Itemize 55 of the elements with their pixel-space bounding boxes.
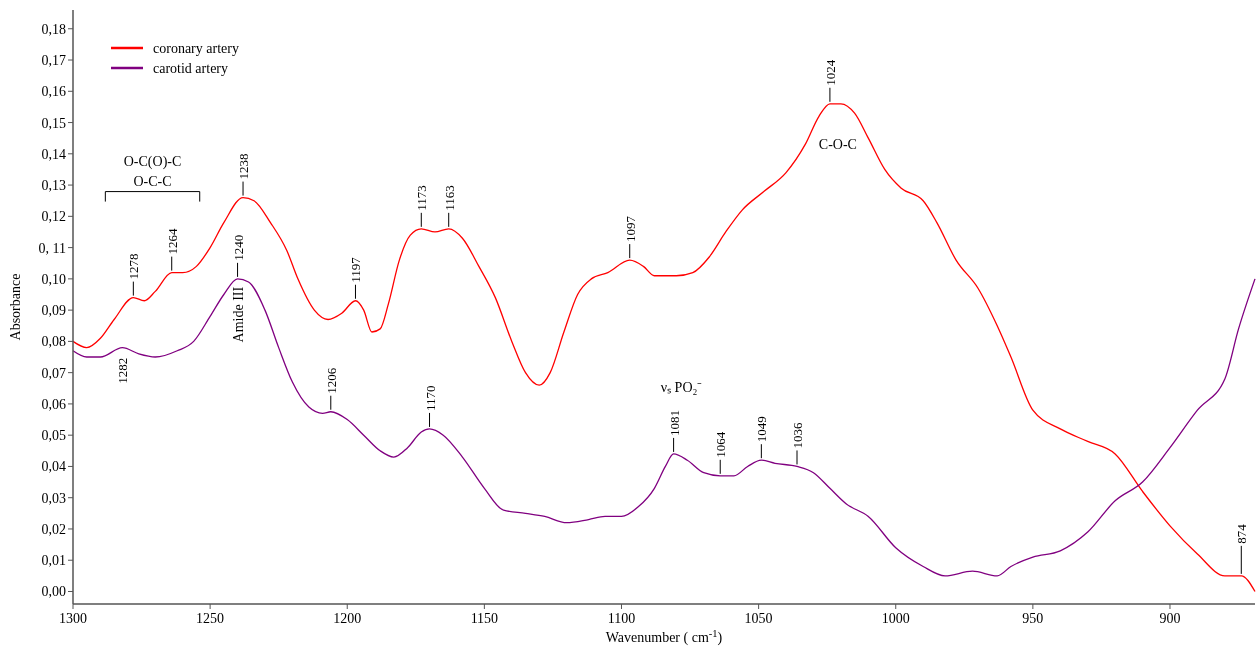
annotation: 1064 [713, 431, 729, 458]
annotation: 1282 [115, 357, 131, 384]
y-tick-label: 0,08 [41, 334, 66, 350]
y-tick-label: 0,13 [41, 178, 66, 194]
y-axis-title: Absorbance [8, 273, 23, 341]
annotation: 1206 [323, 367, 339, 394]
annotation: 1097 [622, 215, 638, 243]
y-tick-label: 0, 11 [38, 240, 66, 256]
y-tick-label: 0,02 [41, 521, 66, 537]
y-tick-label: 0,14 [41, 146, 66, 162]
y-tick-label: 0,03 [41, 490, 66, 506]
y-tick-label: 0,18 [41, 21, 66, 37]
annotation: O-C(O)-C [123, 153, 182, 170]
annotation: 874 [1234, 523, 1250, 544]
line-series [72, 103, 1256, 593]
annotation: O-C-C [133, 173, 172, 189]
annotation: 1170 [422, 385, 438, 411]
annotation: 1036 [790, 421, 806, 449]
y-tick-label: 0,00 [41, 584, 66, 600]
y-tick-label: 0,05 [41, 428, 66, 444]
x-tick-label: 900 [1159, 611, 1181, 626]
annotation: Amide III [230, 286, 246, 343]
y-tick-label: 0,10 [41, 271, 66, 287]
annotation: 1081 [666, 409, 682, 436]
annotation: 1238 [236, 153, 252, 180]
x-tick-label: 1100 [607, 611, 636, 626]
y-tick-label: 0,12 [41, 209, 66, 225]
x-tick-label: 1050 [744, 611, 773, 626]
annotation: 1163 [441, 185, 457, 211]
y-tick-label: 0,16 [41, 84, 66, 100]
y-tick-label: 0,04 [41, 459, 66, 475]
annotation: 1278 [126, 253, 142, 280]
annotation: νₛ PO₂⁻ [660, 379, 703, 395]
y-tick-label: 0,01 [41, 553, 66, 569]
annotation: 1197 [348, 256, 364, 283]
x-tick-label: 1150 [470, 611, 499, 626]
y-tick-label: 0,07 [41, 365, 66, 381]
annotation: C-O-C [818, 136, 857, 152]
y-tick-label: 0,15 [41, 115, 66, 131]
y-tick-label: 0,06 [41, 396, 66, 412]
x-tick-label: 1250 [196, 611, 225, 626]
legend-label: carotid artery [153, 61, 229, 76]
y-tick-label: 0,09 [41, 303, 66, 319]
legend-label: coronary artery [153, 41, 239, 56]
annotation: 1240 [230, 234, 246, 261]
annotation: 1264 [164, 228, 180, 255]
y-tick-label: 0,17 [41, 53, 66, 69]
x-axis-title: Wavenumber ( cm$^{-1}$) [605, 627, 723, 646]
annotation: 1173 [414, 185, 430, 211]
x-tick-label: 950 [1022, 611, 1044, 626]
annotation: 1024 [822, 59, 838, 86]
x-tick-label: 1000 [881, 611, 910, 626]
annotation: 1049 [754, 416, 770, 443]
x-tick-label: 1300 [59, 611, 87, 626]
x-tick-label: 1200 [333, 611, 362, 626]
